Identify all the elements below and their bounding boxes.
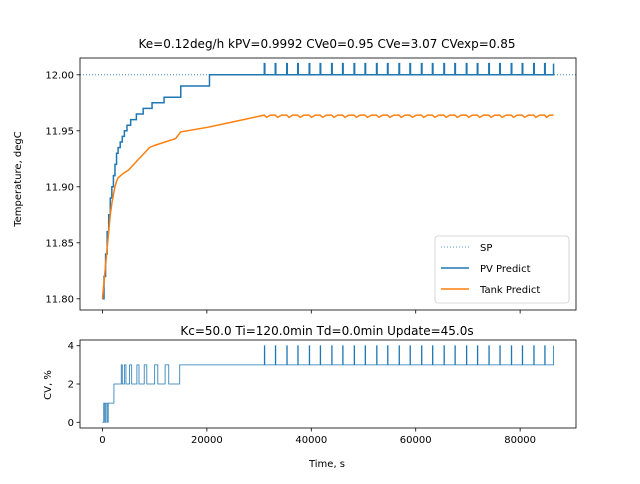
top-y-tick-label-1: 11.85 — [45, 238, 74, 249]
top-y-axis-label: Temperature, degC — [13, 131, 24, 228]
bottom-plot: Kc=50.0 Ti=120.0min Td=0.0min Update=45.… — [43, 324, 577, 470]
pv-predict-line — [102, 62, 555, 300]
tank-predict-line — [101, 114, 554, 299]
legend: SP PV Predict Tank Predict — [434, 235, 570, 304]
legend-box — [434, 235, 570, 304]
top-series-group — [80, 62, 576, 300]
bottom-y-tick-label-1: 2 — [68, 380, 74, 391]
bottom-y-tick-label-2: 4 — [68, 341, 74, 352]
legend-pv-label: PV Predict — [480, 264, 531, 275]
bottom-plot-title: Kc=50.0 Ti=120.0min Td=0.0min Update=45.… — [180, 324, 473, 338]
bottom-x-tick-label-3: 60000 — [400, 435, 432, 446]
bottom-x-tick-label-0: 0 — [99, 435, 105, 446]
legend-tank-label: Tank Predict — [479, 285, 540, 296]
legend-sp-label: SP — [480, 243, 492, 254]
bottom-x-tick-label-2: 40000 — [295, 435, 327, 446]
top-axes-frame — [79, 57, 577, 311]
cv-line — [102, 345, 554, 423]
bottom-axis-ticks: 0 20000 40000 60000 80000 0 2 4 — [68, 341, 536, 446]
top-y-tick-label-3: 11.95 — [45, 126, 74, 137]
bottom-y-tick-label-0: 0 — [68, 418, 74, 429]
bottom-x-axis-label: Time, s — [308, 459, 345, 470]
bottom-series-group — [102, 345, 554, 423]
top-y-tick-label-0: 11.80 — [45, 294, 74, 305]
top-y-tick-label-4: 12.00 — [45, 70, 74, 81]
bottom-x-tick-label-4: 80000 — [504, 435, 536, 446]
top-plot-title: Ke=0.12deg/h kPV=0.9992 CVe0=0.95 CVe=3.… — [139, 37, 516, 51]
bottom-y-axis-label: CV, % — [43, 370, 54, 400]
bottom-axes-frame — [79, 339, 577, 429]
bottom-x-tick-label-1: 20000 — [191, 435, 223, 446]
top-axis-ticks: 11.80 11.85 11.90 11.95 12.00 — [45, 70, 521, 314]
top-y-tick-label-2: 11.90 — [45, 182, 74, 193]
top-plot: Ke=0.12deg/h kPV=0.9992 CVe0=0.95 CVe=3.… — [13, 37, 577, 314]
